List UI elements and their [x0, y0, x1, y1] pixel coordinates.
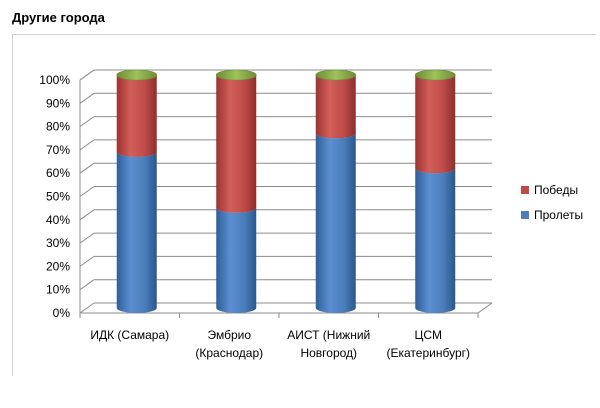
- gridline-side: [79, 279, 95, 291]
- legend-item: Победы: [521, 183, 578, 197]
- legend-swatch: [521, 211, 529, 219]
- legend: Победы Пролеты: [521, 183, 583, 222]
- bar-segment: [116, 151, 157, 313]
- legend-item: Пролеты: [521, 208, 583, 222]
- y-tick-label: 80%: [46, 120, 70, 134]
- y-tick-label: 20%: [46, 259, 70, 273]
- page-title: Другие города: [12, 10, 105, 25]
- x-tick-label: АИСТ (Нижний: [287, 328, 370, 342]
- y-tick-label: 30%: [46, 236, 70, 250]
- gridline-side: [79, 302, 95, 314]
- x-tick-label: Эмбрио: [207, 328, 251, 342]
- bar-top-cap: [116, 69, 158, 81]
- gridline-side: [79, 255, 95, 267]
- gridline-side: [79, 232, 95, 244]
- bar-group: [215, 69, 257, 313]
- legend-label: Пролеты: [534, 208, 583, 222]
- y-tick-label: 0%: [53, 306, 71, 320]
- chart-border: [12, 34, 596, 376]
- y-tick-label: 50%: [46, 190, 70, 204]
- bar-segment: [216, 207, 257, 313]
- bar-segment: [216, 75, 257, 213]
- gridline-side: [79, 209, 95, 221]
- gridline-side: [79, 162, 95, 174]
- x-tick-label: (Краснодар): [195, 346, 263, 360]
- bars-layer: [116, 69, 456, 313]
- y-tick-label: 90%: [46, 96, 70, 110]
- bar-group: [116, 69, 158, 313]
- x-tick-label: ЦСМ: [415, 328, 442, 342]
- bar-top-cap: [215, 69, 257, 81]
- x-tick-label: Новгород): [300, 346, 357, 360]
- bar-segment: [315, 133, 356, 313]
- y-tick-label: 100%: [39, 73, 70, 87]
- legend-swatch: [521, 186, 529, 194]
- gridline-side: [79, 92, 95, 104]
- bar-segment: [415, 75, 456, 174]
- gridline-side: [79, 186, 95, 197]
- bar-group: [414, 69, 456, 313]
- gridline-side: [79, 69, 95, 81]
- bar-group: [315, 69, 357, 313]
- x-tick-label: (Екатеринбург): [387, 346, 470, 360]
- y-tick-label: 10%: [46, 283, 70, 297]
- y-tick-label: 60%: [46, 166, 70, 180]
- bar-segment: [116, 75, 157, 157]
- x-axis-labels: ИДК (Самара) Эмбрио (Краснодар) АИСТ (Нижни…: [90, 328, 470, 360]
- gridline-side: [79, 116, 95, 128]
- bar-top-cap: [414, 69, 456, 81]
- legend-label: Победы: [534, 183, 578, 197]
- bar-top-cap: [315, 69, 357, 81]
- y-tick-label: 70%: [46, 143, 70, 157]
- x-tick-label: ИДК (Самара): [90, 328, 169, 342]
- bar-segment: [315, 75, 356, 139]
- y-tick-label: 40%: [46, 213, 70, 227]
- gridline-side: [79, 139, 95, 151]
- y-axis-ticks: 0% 10% 20% 30% 40% 50% 60% 70% 80% 90% 100%: [39, 73, 70, 320]
- bar-segment: [415, 168, 456, 313]
